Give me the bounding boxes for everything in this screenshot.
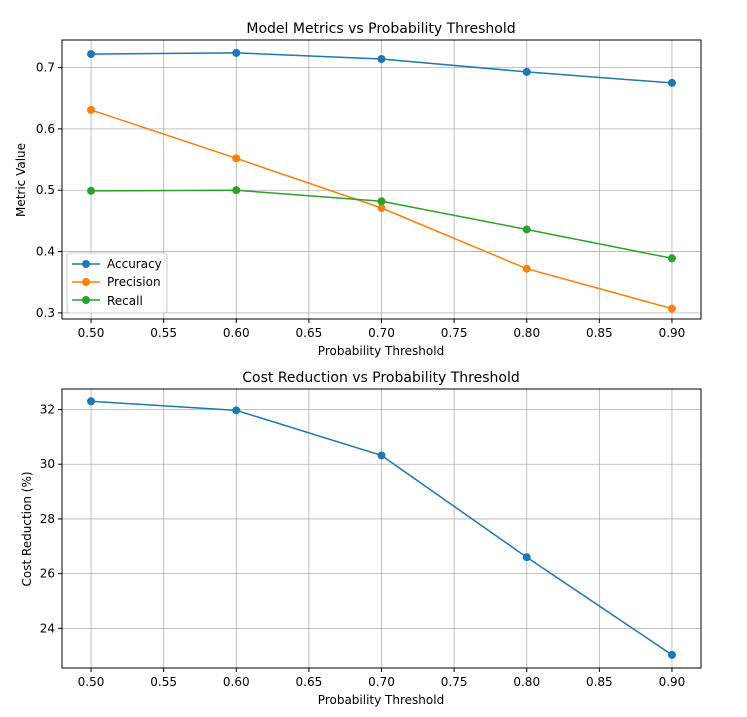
cost-chart-title: Cost Reduction vs Probability Threshold [242,370,520,386]
cost-x-tick-label: 0.85 [586,675,613,689]
metrics-y-tick-label: 0.3 [36,306,55,320]
cost-x-tick-label: 0.65 [296,675,323,689]
metrics-x-tick-label: 0.65 [296,326,323,340]
precision-point [522,264,531,273]
accuracy-point [377,55,386,64]
cost-x-tick-label: 0.80 [513,675,540,689]
legend-accuracy-marker [82,260,90,268]
cost-y-tick-label: 26 [40,567,55,581]
cost-y-tick-label: 32 [40,403,55,417]
metrics-x-axis-label: Probability Threshold [318,344,444,358]
metrics-y-tick-label: 0.5 [36,183,55,197]
metrics-chart: 0.50 0.55 0.60 0.65 0.70 0.75 0.80 0.85 0.90 0.3 0… [14,21,702,358]
cost-reduction-point [232,406,241,415]
metrics-x-tick-label: 0.85 [586,326,613,340]
cost-x-axis-label: Probability Threshold [318,693,444,707]
metrics-y-axis-label: Metric Value [14,143,28,217]
cost-y-tick-label: 28 [40,512,55,526]
cost-series [87,397,676,659]
cost-chart: 0.50 0.55 0.60 0.65 0.70 0.75 0.80 0.85 0.90 24 26… [20,370,702,707]
cost-x-tick-label: 0.70 [368,675,395,689]
cost-y-tick-label: 24 [40,621,55,635]
recall-point [232,186,241,195]
recall-point [87,186,96,195]
metrics-chart-title: Model Metrics vs Probability Threshold [246,21,515,37]
cost-grid [62,389,701,668]
metrics-x-tick-label: 0.70 [368,326,395,340]
cost-x-tick-label: 0.60 [223,675,250,689]
cost-reduction-point [87,397,96,406]
cost-reduction-point [377,451,386,460]
metrics-y-tick-label: 0.6 [36,122,55,136]
cost-x-tick-label: 0.55 [150,675,177,689]
metrics-x-tick-label: 0.55 [150,326,177,340]
legend-accuracy-label: Accuracy [107,257,162,271]
metrics-x-tick-label: 0.80 [513,326,540,340]
legend-box [66,252,168,314]
legend-precision-marker [82,278,90,286]
metrics-x-tick-label: 0.90 [659,326,686,340]
accuracy-point [232,48,241,57]
cost-reduction-point [667,650,676,659]
accuracy-point [667,78,676,87]
precision-point [377,204,386,213]
recall-point [667,254,676,263]
legend-recall-marker [82,296,90,304]
cost-y-axis-label: Cost Reduction (%) [20,471,34,586]
metrics-ticks: 0.50 0.55 0.60 0.65 0.70 0.75 0.80 0.85 0.90 0.3 0… [36,61,685,340]
metrics-x-tick-label: 0.50 [78,326,105,340]
cost-y-tick-label: 30 [40,457,55,471]
cost-x-tick-label: 0.50 [78,675,105,689]
accuracy-point [87,50,96,59]
recall-point [377,197,386,206]
metrics-x-tick-label: 0.75 [441,326,468,340]
precision-point [87,105,96,114]
metrics-series [87,48,676,313]
metrics-x-tick-label: 0.60 [223,326,250,340]
precision-point [232,154,241,163]
cost-x-tick-label: 0.90 [659,675,686,689]
metrics-legend: Accuracy Precision Recall [66,252,168,314]
metrics-y-tick-label: 0.7 [36,61,55,75]
legend-recall-label: Recall [107,294,143,308]
precision-point [667,304,676,313]
recall-point [522,225,531,234]
metrics-y-tick-label: 0.4 [36,245,55,259]
accuracy-point [522,67,531,76]
cost-reduction-point [522,553,531,562]
cost-x-tick-label: 0.75 [441,675,468,689]
legend-precision-label: Precision [107,275,161,289]
cost-ticks: 0.50 0.55 0.60 0.65 0.70 0.75 0.80 0.85 0.90 24 26… [40,403,686,689]
